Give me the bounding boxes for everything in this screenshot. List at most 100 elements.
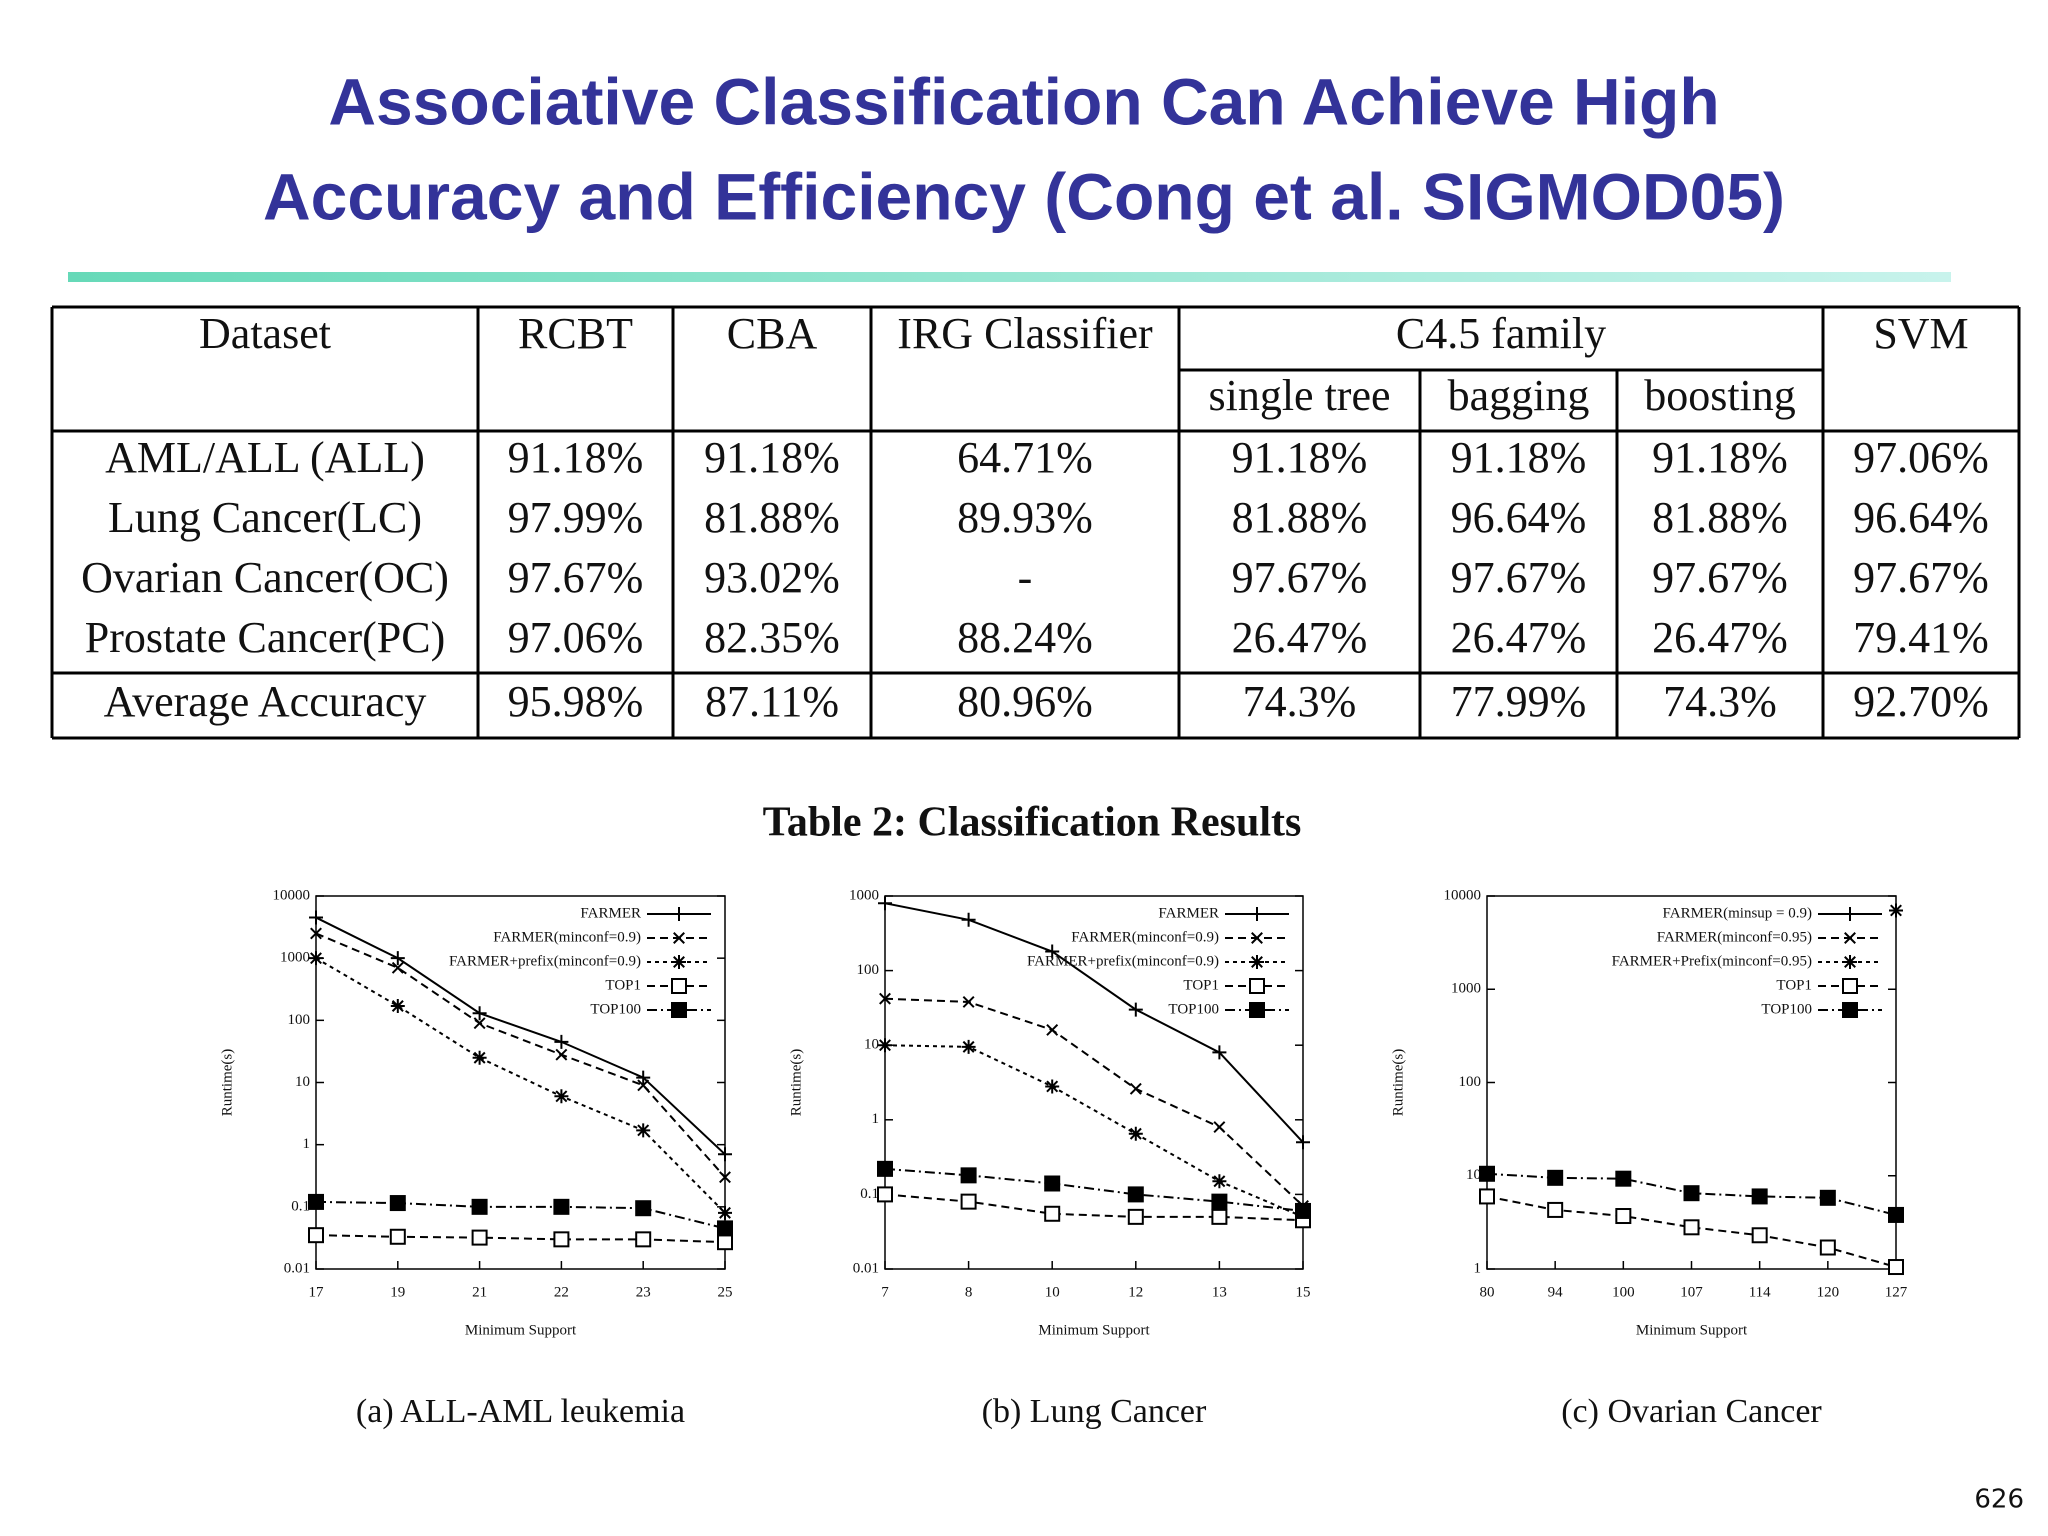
data-marker bbox=[1128, 1002, 1143, 1017]
x-tick-label: 21 bbox=[472, 1284, 487, 1300]
page-number: 626 bbox=[1974, 1485, 2024, 1515]
data-marker bbox=[309, 951, 323, 966]
x-tick-label: 25 bbox=[718, 1284, 733, 1300]
x-axis-label: Minimum Support bbox=[465, 1322, 577, 1338]
x-tick-label: 8 bbox=[965, 1284, 973, 1300]
data-marker bbox=[471, 1229, 488, 1246]
table-cell: 97.06% bbox=[1853, 433, 1989, 482]
data-marker bbox=[1212, 1045, 1227, 1060]
y-tick-label: 0.01 bbox=[853, 1260, 879, 1276]
table-cell: 81.88% bbox=[704, 493, 840, 542]
legend-label: TOP1 bbox=[1183, 977, 1219, 993]
data-marker bbox=[1295, 1202, 1311, 1219]
series-line bbox=[884, 1044, 1304, 1218]
data-marker bbox=[309, 910, 323, 925]
data-marker bbox=[308, 1227, 324, 1244]
data-marker bbox=[555, 1048, 568, 1061]
data-marker bbox=[877, 1160, 893, 1177]
data-marker bbox=[308, 1193, 324, 1210]
y-tick-label: 1000 bbox=[849, 887, 879, 903]
table-cell: 74.3% bbox=[1663, 677, 1777, 726]
legend-marker bbox=[1844, 932, 1856, 944]
y-tick-label: 10000 bbox=[1444, 887, 1482, 903]
y-tick-label: 1000 bbox=[280, 950, 310, 966]
data-marker bbox=[1751, 1188, 1768, 1205]
data-marker bbox=[1045, 1079, 1060, 1094]
data-marker bbox=[637, 1079, 650, 1092]
data-marker bbox=[389, 1228, 406, 1245]
table-cell: - bbox=[1018, 553, 1033, 602]
table-cell: 91.18% bbox=[704, 433, 840, 482]
data-marker bbox=[1212, 1174, 1227, 1189]
series-line bbox=[884, 902, 1304, 1143]
x-tick-label: 23 bbox=[636, 1284, 651, 1300]
legend-label: FARMER bbox=[1158, 905, 1219, 921]
data-marker bbox=[879, 992, 891, 1005]
data-marker bbox=[391, 961, 404, 974]
x-tick-label: 15 bbox=[1296, 1284, 1311, 1300]
table-cell: Average Accuracy bbox=[104, 677, 427, 726]
chart-caption: (a) ALL-AML leukemia bbox=[356, 1393, 685, 1430]
data-marker bbox=[878, 1038, 892, 1053]
y-tick-label: 0.01 bbox=[284, 1260, 310, 1276]
y-tick-label: 10 bbox=[864, 1037, 879, 1053]
legend-label: FARMER+prefix(minconf=0.9) bbox=[449, 953, 641, 969]
y-axis-label: Runtime(s) bbox=[788, 1049, 804, 1117]
table-cell: Prostate Cancer(PC) bbox=[85, 613, 445, 662]
legend-marker bbox=[1249, 978, 1265, 994]
data-marker bbox=[1751, 1227, 1768, 1244]
x-tick-label: 17 bbox=[309, 1284, 325, 1300]
data-marker bbox=[1819, 1189, 1836, 1206]
data-marker bbox=[1046, 1024, 1059, 1036]
table-cell: 87.11% bbox=[705, 677, 839, 726]
table-cell: 91.18% bbox=[508, 433, 644, 482]
data-marker bbox=[390, 999, 405, 1014]
y-tick-label: 0.1 bbox=[291, 1198, 310, 1214]
series-line bbox=[315, 1200, 726, 1230]
x-tick-label: 19 bbox=[390, 1284, 405, 1300]
y-tick-label: 10 bbox=[295, 1074, 310, 1090]
table-cell: 96.64% bbox=[1853, 493, 1989, 542]
legend-label: TOP100 bbox=[1761, 1001, 1812, 1017]
series-line bbox=[315, 932, 726, 1178]
data-marker bbox=[554, 1034, 569, 1049]
table-cell: 26.47% bbox=[1652, 613, 1788, 662]
data-marker bbox=[472, 1006, 487, 1021]
y-tick-label: 0.1 bbox=[860, 1186, 879, 1202]
data-marker bbox=[1127, 1186, 1144, 1203]
data-marker bbox=[961, 912, 976, 927]
table-cell: 97.67% bbox=[1232, 553, 1368, 602]
column-header: SVM bbox=[1873, 309, 1968, 358]
data-marker bbox=[554, 1089, 569, 1104]
data-marker bbox=[1615, 1170, 1632, 1187]
data-marker bbox=[1213, 1121, 1226, 1133]
column-header: CBA bbox=[727, 309, 818, 358]
table-cell: 96.64% bbox=[1451, 493, 1587, 542]
data-marker bbox=[1479, 1188, 1495, 1205]
column-subheader: bagging bbox=[1448, 371, 1590, 420]
column-header: Dataset bbox=[199, 309, 331, 358]
x-axis-label: Minimum Support bbox=[1636, 1322, 1748, 1338]
data-marker bbox=[1683, 1219, 1700, 1236]
series-line bbox=[884, 1193, 1304, 1222]
column-subheader: single tree bbox=[1208, 371, 1390, 420]
data-marker bbox=[635, 1200, 652, 1217]
x-tick-label: 127 bbox=[1885, 1284, 1908, 1300]
data-marker bbox=[1547, 1169, 1564, 1186]
table-cell: 89.93% bbox=[957, 493, 1093, 542]
y-tick-label: 1 bbox=[303, 1136, 311, 1152]
slide-title: Associative Classification Can Achieve H… bbox=[328, 64, 1719, 138]
y-tick-label: 100 bbox=[1459, 1074, 1482, 1090]
table-cell: 81.88% bbox=[1232, 493, 1368, 542]
data-marker bbox=[717, 1234, 733, 1251]
data-marker bbox=[310, 927, 322, 940]
data-marker bbox=[473, 1017, 486, 1030]
legend-marker bbox=[1842, 1002, 1858, 1018]
table-cell: 80.96% bbox=[957, 677, 1093, 726]
table-cell: 97.67% bbox=[1451, 553, 1587, 602]
data-marker bbox=[472, 1050, 487, 1065]
table-cell: 26.47% bbox=[1232, 613, 1368, 662]
data-marker bbox=[553, 1231, 570, 1248]
x-tick-label: 114 bbox=[1749, 1284, 1771, 1300]
